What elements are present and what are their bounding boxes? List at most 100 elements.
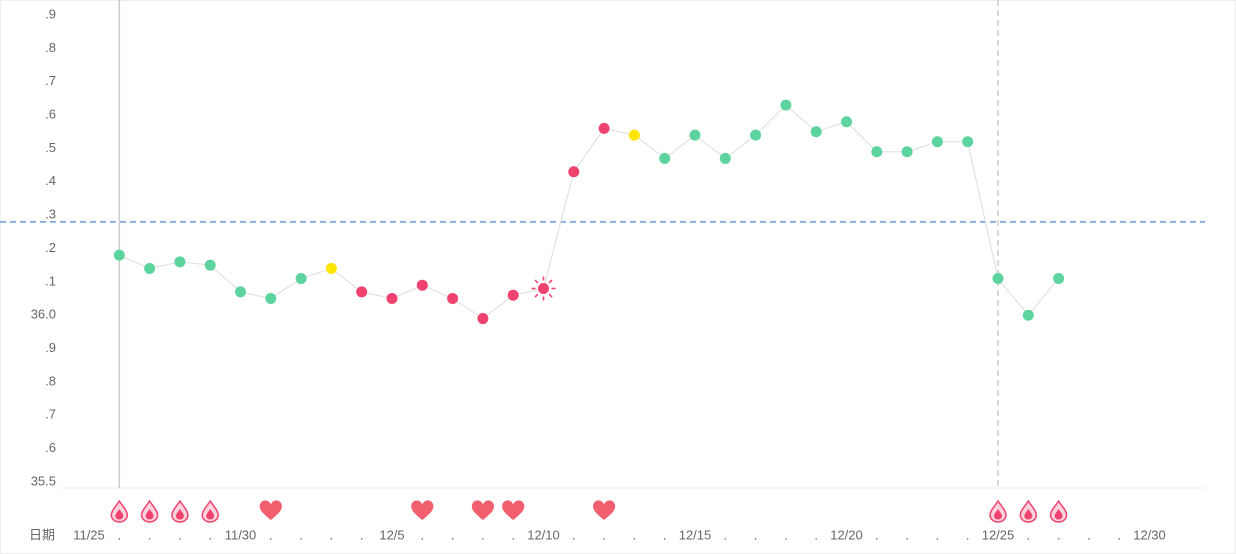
- sun-ray: [534, 293, 539, 298]
- heart-icon: [411, 500, 434, 520]
- drop-inner: [1024, 509, 1033, 520]
- x-tick-label: .: [814, 527, 818, 542]
- x-tick-label: .: [754, 527, 758, 542]
- x-tick-label: .: [1087, 527, 1091, 542]
- period-icon: [140, 499, 159, 523]
- point: [992, 273, 1004, 285]
- x-tick-label: .: [633, 527, 637, 542]
- x-tick-label: 12/30: [1133, 527, 1166, 542]
- point: [689, 129, 701, 141]
- x-tick-label: .: [360, 527, 364, 542]
- x-tick-label: .: [663, 527, 667, 542]
- x-tick-label: .: [936, 527, 940, 542]
- drop-inner: [175, 509, 184, 520]
- period-icon: [171, 499, 189, 523]
- point: [204, 259, 216, 271]
- x-tick-label: .: [451, 527, 455, 542]
- drop-inner: [115, 509, 124, 520]
- point: [1022, 309, 1034, 321]
- y-tick-label: .2: [45, 240, 56, 255]
- heart-icon: [502, 500, 525, 520]
- y-tick-label: .9: [45, 6, 56, 21]
- drop-inner: [994, 509, 1002, 520]
- x-tick-label: .: [330, 527, 334, 542]
- point: [507, 289, 519, 301]
- point: [447, 293, 459, 305]
- point: [538, 283, 549, 295]
- x-tick-label: .: [723, 527, 727, 542]
- period-icon: [1019, 499, 1038, 523]
- y-tick-label: .3: [45, 207, 56, 222]
- heart-icon: [471, 500, 494, 520]
- x-tick-label: .: [1026, 527, 1030, 542]
- point: [750, 129, 762, 141]
- y-tick-label: .7: [45, 407, 56, 422]
- point: [810, 126, 822, 138]
- x-tick-label: .: [1057, 527, 1061, 542]
- point: [598, 122, 610, 134]
- x-tick-label: 11/25: [73, 527, 105, 542]
- period-icon: [110, 499, 129, 523]
- point: [568, 166, 580, 178]
- x-tick-label: .: [148, 527, 152, 542]
- y-tick-label: .1: [45, 273, 56, 288]
- sun-ray: [548, 293, 553, 298]
- drop-inner: [1054, 509, 1063, 520]
- y-tick-label: 36.0: [31, 307, 56, 322]
- sun-ray: [548, 279, 553, 284]
- x-tick-label: .: [208, 527, 212, 542]
- x-tick-label: .: [511, 527, 515, 542]
- x-tick-label: .: [178, 527, 182, 542]
- x-tick-label: .: [117, 527, 121, 542]
- x-tick-label: .: [966, 527, 970, 542]
- point: [719, 152, 731, 164]
- point: [1053, 273, 1065, 285]
- x-axis-label: 日期: [29, 527, 55, 542]
- y-tick-label: .5: [45, 140, 56, 155]
- period-icon: [201, 499, 219, 523]
- y-tick-label: .8: [45, 40, 56, 55]
- point: [356, 286, 368, 298]
- y-tick-label: .4: [45, 173, 56, 188]
- point: [477, 313, 489, 325]
- point: [295, 273, 307, 285]
- point: [841, 116, 852, 128]
- heart-icon: [593, 500, 616, 520]
- x-tick-label: 12/10: [527, 527, 560, 542]
- x-tick-label: .: [269, 527, 273, 542]
- point: [628, 129, 640, 141]
- point: [174, 256, 186, 268]
- point: [416, 279, 428, 291]
- drop-inner: [206, 509, 215, 520]
- point: [265, 293, 277, 305]
- point: [144, 263, 156, 275]
- period-icon: [1049, 499, 1068, 523]
- point: [659, 152, 671, 164]
- point: [871, 146, 883, 158]
- x-tick-label: .: [784, 527, 788, 542]
- y-tick-label: .8: [45, 373, 56, 388]
- heart-icon: [259, 500, 282, 520]
- x-tick-label: 12/5: [379, 527, 404, 542]
- x-tick-label: .: [572, 527, 576, 542]
- y-tick-label: 35.5: [31, 473, 56, 488]
- x-tick-label: .: [875, 527, 879, 542]
- point: [325, 263, 337, 275]
- x-tick-label: .: [299, 527, 303, 542]
- x-tick-label: .: [420, 527, 424, 542]
- point: [780, 99, 792, 111]
- sun-ray: [534, 279, 539, 284]
- point: [962, 136, 974, 148]
- point: [901, 146, 913, 158]
- x-tick-label: 12/15: [679, 527, 712, 542]
- drop-inner: [145, 509, 154, 520]
- point: [386, 293, 398, 305]
- y-tick-label: .9: [45, 340, 56, 355]
- x-tick-label: .: [1117, 527, 1121, 542]
- point: [113, 249, 125, 261]
- x-tick-label: 11/30: [225, 527, 257, 542]
- period-icon: [989, 499, 1007, 523]
- x-tick-label: .: [905, 527, 909, 542]
- x-tick-label: 12/25: [982, 527, 1015, 542]
